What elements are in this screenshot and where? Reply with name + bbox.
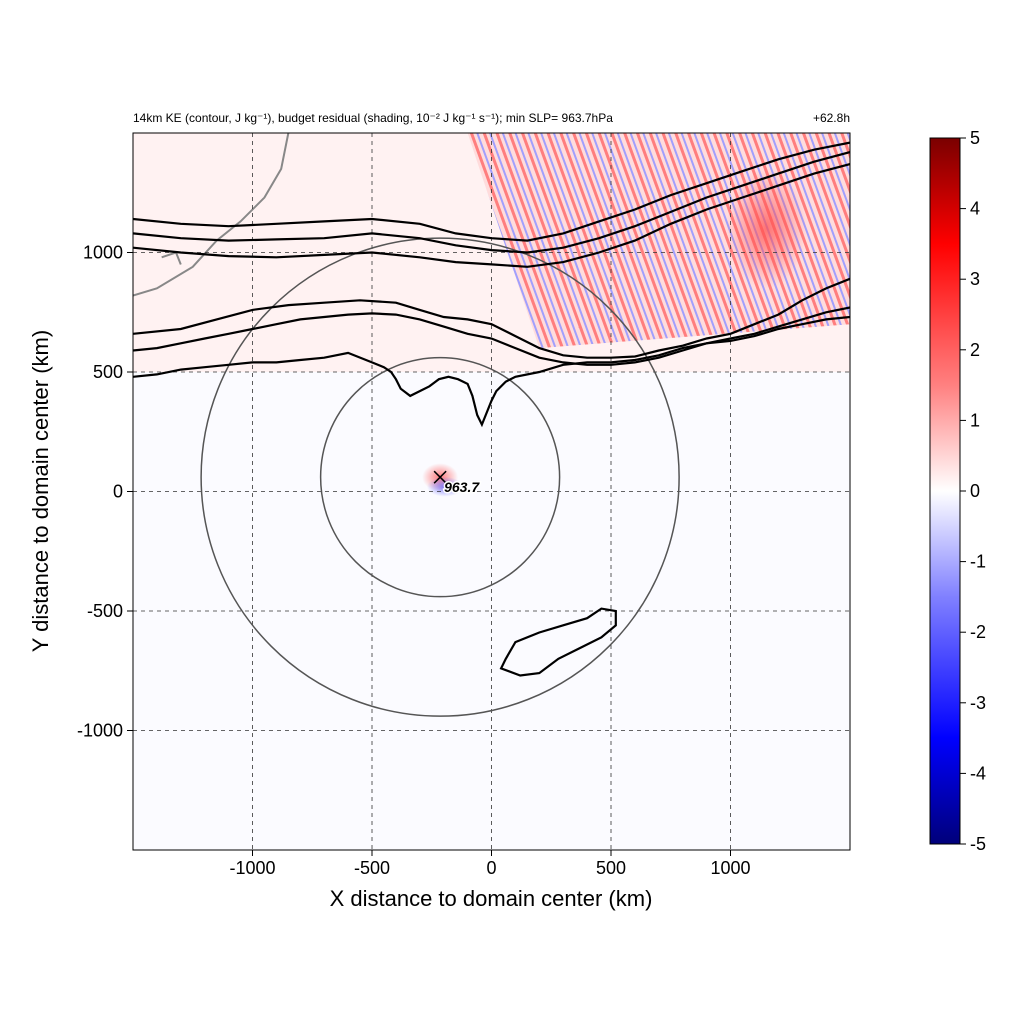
colorbar-tick-label: 1 xyxy=(970,410,980,430)
forecast-hour: +62.8h xyxy=(813,111,850,125)
y-axis-label: Y distance to domain center (km) xyxy=(28,330,53,652)
ke-contour-closed xyxy=(499,607,617,677)
y-tick-label: 0 xyxy=(113,482,123,502)
ke-contours xyxy=(133,141,850,677)
ke-contour xyxy=(133,163,850,268)
range-ring xyxy=(200,237,680,717)
plot-area: 963.7 xyxy=(133,133,850,850)
y-tick-label: -1000 xyxy=(77,721,123,741)
colorbar: 5 4 3 2 1 0 -1 -2 -3 -4 -5 xyxy=(929,128,986,854)
shading-warm-patch xyxy=(726,168,807,289)
colorbar-ticks: 5 4 3 2 1 0 -1 -2 -3 -4 -5 xyxy=(960,128,986,854)
y-axis-ticks: -1000 -500 0 500 1000 xyxy=(77,243,133,741)
chart-title: 14km KE (contour, J kg⁻¹), budget residu… xyxy=(133,111,613,125)
x-axis-ticks: -1000 -500 0 500 1000 xyxy=(229,850,751,878)
colorbar-tick-label: 2 xyxy=(970,340,980,360)
colorbar-tick-label: -3 xyxy=(970,693,986,713)
ke-contour xyxy=(133,306,850,366)
range-ring xyxy=(319,356,561,598)
storm-center: 963.7 xyxy=(433,470,482,497)
y-tick-label: -500 xyxy=(87,601,123,621)
colorbar-tick-label: -5 xyxy=(970,834,986,854)
x-tick-label: 500 xyxy=(596,858,626,878)
colorbar-scale xyxy=(929,137,961,845)
x-tick-label: -500 xyxy=(354,858,390,878)
x-tick-label: 0 xyxy=(486,858,496,878)
x-axis-label: X distance to domain center (km) xyxy=(330,886,653,911)
storm-marker-stroke xyxy=(433,470,447,484)
ke-contour xyxy=(133,151,850,254)
ke-contour xyxy=(133,141,850,242)
colorbar-tick-label: -1 xyxy=(970,552,986,572)
x-tick-label: -1000 xyxy=(229,858,275,878)
colorbar-tick-label: 3 xyxy=(970,269,980,289)
x-tick-label: 1000 xyxy=(710,858,750,878)
colorbar-tick-label: 0 xyxy=(970,481,980,501)
ke-contour xyxy=(133,315,850,428)
colorbar-tick-label: 4 xyxy=(970,199,980,219)
colorbar-tick-label: -2 xyxy=(970,622,986,642)
ke-contour xyxy=(133,277,850,359)
y-tick-label: 1000 xyxy=(83,243,123,263)
coastline-path xyxy=(133,133,290,297)
colorbar-tick-label: -4 xyxy=(970,763,986,783)
storm-slp-label: 963.7 xyxy=(444,479,480,495)
y-tick-label: 500 xyxy=(93,362,123,382)
range-rings xyxy=(200,237,680,717)
colorbar-tick-label: 5 xyxy=(970,128,980,148)
